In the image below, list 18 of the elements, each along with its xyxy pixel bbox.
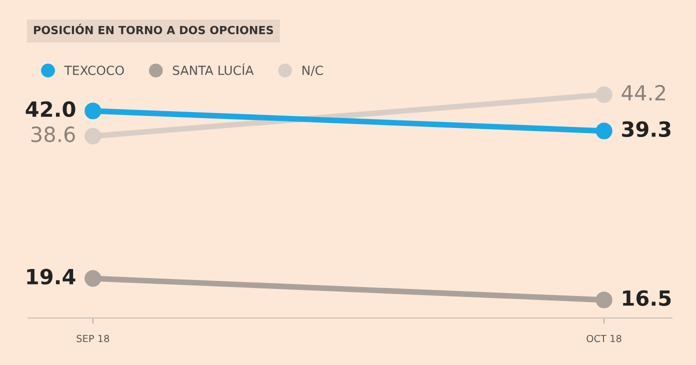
point <box>84 102 102 120</box>
point <box>596 86 612 103</box>
point <box>596 122 612 140</box>
data-label: 44.2 <box>622 84 665 100</box>
legend-label: N/C <box>302 66 323 76</box>
data-label: 38.6 <box>31 126 75 142</box>
point <box>596 292 612 308</box>
data-label: 19.4 <box>27 268 76 284</box>
x-tick-label: SEP 18 <box>76 334 110 342</box>
legend-label: SANTA LUCÍA <box>172 63 254 76</box>
data-label: 42.0 <box>26 101 76 117</box>
point <box>84 128 102 144</box>
legend-label: TEXCOCO <box>64 66 124 76</box>
chart-title: POSICIÓN EN TORNO A DOS OPCIONES <box>34 24 273 34</box>
data-label: 16.5 <box>623 290 671 306</box>
data-label: 39.3 <box>622 121 670 138</box>
point <box>84 270 102 287</box>
x-tick-label: OCT 18 <box>586 334 622 342</box>
